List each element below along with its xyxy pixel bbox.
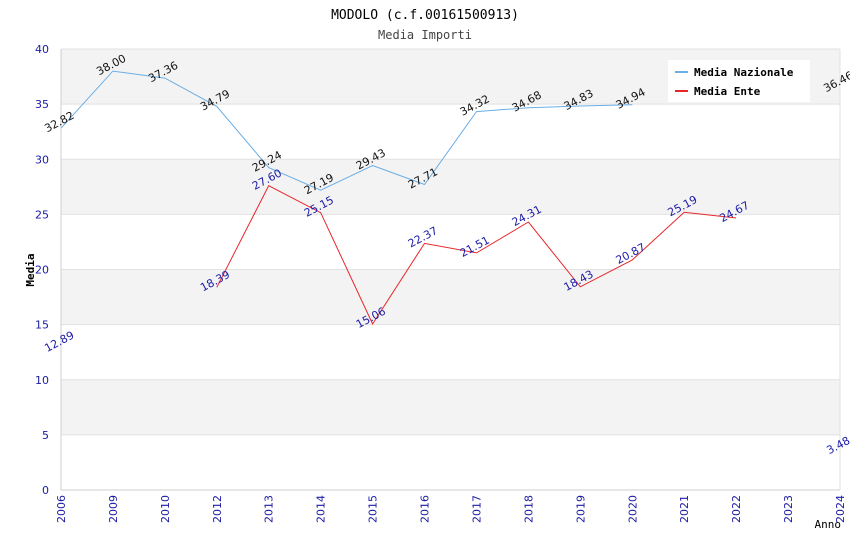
y-tick-label: 0 [42,484,49,497]
y-axis-label: Media [24,253,37,286]
chart-title: MODOLO (c.f.00161500913) [331,8,519,23]
x-tick-label: 2019 [574,495,587,523]
plot-band [61,324,840,380]
y-tick-label: 5 [42,429,49,442]
x-tick-label: 2014 [315,495,328,523]
x-tick-label: 2012 [211,495,224,523]
x-tick-label: 2015 [367,495,380,523]
plot-band [61,269,840,325]
x-tick-label: 2010 [159,495,172,523]
y-tick-labels: 0 5 10 15 20 25 30 35 40 [35,43,49,497]
x-tick-label: 2023 [782,495,795,523]
x-tick-labels: 2006 2009 2010 2012 2013 2014 2015 2016 2017 2018… [55,495,847,523]
plot-band [61,379,840,435]
plot-band [61,159,840,215]
y-tick-label: 15 [35,319,49,332]
x-tick-label: 2009 [107,495,120,523]
plot-band [61,434,840,490]
legend-box [668,60,810,102]
x-tick-label: 2022 [730,495,743,523]
x-tick-label: 2018 [522,495,535,523]
plot-band [61,104,840,160]
plot-band [61,214,840,270]
y-tick-label: 30 [35,153,49,166]
legend-label-nazionale: Media Nazionale [694,66,794,79]
legend: Media Nazionale Media Ente [668,60,810,102]
x-tick-label: 2017 [470,495,483,523]
plot-background-bands [61,49,840,490]
x-tick-label: 2020 [626,495,639,523]
x-tick-label: 2024 [834,495,847,523]
series-line-nazionale [60,70,633,191]
chart-subtitle: Media Importi [378,28,472,42]
y-tick-label: 35 [35,98,49,111]
series-line-ente [216,185,737,326]
y-tick-label: 40 [35,43,49,56]
series-lines [60,70,737,326]
axes [60,49,841,491]
x-tick-label: 2013 [263,495,276,523]
y-tick-label: 25 [35,208,49,221]
x-tick-label: 2021 [678,495,691,523]
y-tick-label: 10 [35,374,49,387]
x-tick-label: 2006 [55,495,68,523]
x-axis-label: Anno [815,518,842,531]
x-tick-label: 2016 [419,495,432,523]
legend-label-ente: Media Ente [694,85,761,98]
y-tick-label: 20 [35,264,49,277]
